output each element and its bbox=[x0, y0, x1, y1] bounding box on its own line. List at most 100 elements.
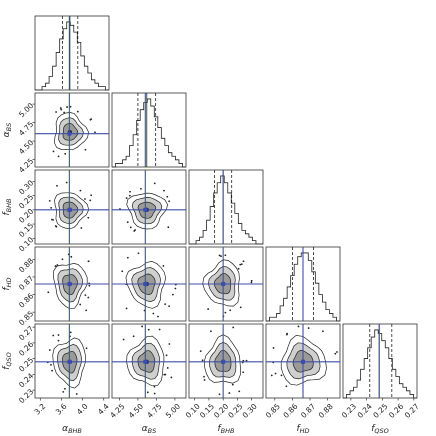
sample-point bbox=[128, 194, 131, 197]
truth-marker bbox=[221, 282, 226, 286]
sample-point bbox=[239, 306, 242, 309]
y-tick-label-fqso: 0.23 bbox=[17, 387, 35, 405]
x-tick-label-abs: 4.25 bbox=[108, 402, 126, 420]
sample-point bbox=[69, 105, 72, 108]
sample-point bbox=[87, 216, 90, 219]
sample-point bbox=[270, 374, 273, 377]
sample-point bbox=[168, 343, 171, 345]
sample-point bbox=[162, 265, 165, 267]
panel-frame-abs-fbhb bbox=[111, 169, 187, 245]
sample-point bbox=[272, 347, 275, 349]
y-tick-label-fbhb: 0.15 bbox=[17, 221, 35, 239]
sample-point bbox=[242, 371, 245, 374]
sample-point bbox=[141, 325, 143, 328]
x-tick-label-fqso: 0.25 bbox=[371, 402, 389, 420]
sample-point bbox=[297, 325, 300, 328]
x-tick-label-fqso: 0.23 bbox=[340, 402, 358, 420]
sample-point bbox=[224, 311, 227, 314]
x-tick-label-abs: 4.50 bbox=[127, 402, 145, 420]
contour-outer-abhb-abs bbox=[53, 112, 89, 151]
truth-marker bbox=[67, 359, 72, 364]
sample-point bbox=[245, 359, 248, 362]
sample-point bbox=[158, 328, 161, 331]
sample-point bbox=[64, 387, 66, 390]
x-axis-label-fhd: fHD bbox=[296, 424, 309, 435]
sample-point bbox=[70, 255, 73, 258]
y-tick-label-abs: 5.00 bbox=[17, 101, 35, 119]
sample-point bbox=[147, 328, 150, 331]
x-tick-label-fhd: 0.85 bbox=[264, 402, 282, 420]
sample-point bbox=[62, 390, 65, 393]
sample-point bbox=[84, 148, 87, 151]
x-axis-label-abs: αBS bbox=[142, 424, 157, 435]
sample-point bbox=[88, 284, 91, 287]
y-axis-label-fbhb: fBHB bbox=[2, 198, 13, 216]
sample-point bbox=[231, 383, 234, 386]
hist-frame-fqso bbox=[342, 323, 418, 399]
sample-point bbox=[65, 181, 68, 184]
sample-point bbox=[242, 359, 245, 362]
sample-point bbox=[322, 330, 324, 333]
sample-point bbox=[153, 392, 156, 395]
sample-point bbox=[201, 359, 204, 362]
sample-point bbox=[165, 354, 168, 357]
y-tick-label-abs: 4.25 bbox=[17, 156, 35, 174]
sample-point bbox=[85, 309, 88, 312]
sample-point bbox=[129, 190, 131, 193]
sample-point bbox=[167, 226, 170, 229]
sample-point bbox=[57, 339, 60, 342]
sample-point bbox=[60, 108, 63, 111]
sample-point bbox=[174, 287, 177, 290]
sample-point bbox=[56, 264, 59, 266]
sample-point bbox=[237, 267, 240, 270]
sample-point bbox=[55, 225, 58, 228]
y-tick-label-fhd: 0.85 bbox=[17, 309, 35, 327]
sample-point bbox=[274, 372, 277, 375]
truth-marker bbox=[143, 282, 148, 286]
sample-point bbox=[170, 376, 173, 379]
panel-frame-abhb-fqso bbox=[34, 323, 110, 399]
sample-point bbox=[48, 349, 51, 351]
x-tick-label-fqso: 0.24 bbox=[356, 402, 374, 420]
x-axis-label-abhb: αBHB bbox=[62, 424, 82, 435]
sample-point bbox=[168, 200, 171, 203]
sample-point bbox=[50, 363, 52, 366]
x-tick-label-fhd: 0.88 bbox=[317, 402, 335, 420]
x-tick-label-abs: 5.00 bbox=[164, 402, 182, 420]
sample-point bbox=[121, 270, 124, 273]
sample-point bbox=[242, 260, 245, 263]
sample-point bbox=[250, 281, 253, 284]
y-tick-label-fbhb: 0.30 bbox=[17, 178, 35, 196]
sample-point bbox=[250, 279, 253, 282]
sample-point bbox=[307, 327, 310, 329]
x-tick-label-fhd: 0.87 bbox=[299, 402, 317, 420]
histogram-fqso bbox=[343, 329, 417, 399]
panel-frame-abhb-fbhb bbox=[34, 169, 110, 245]
sample-point bbox=[203, 379, 206, 381]
x-axis-label-fbhb: fBHB bbox=[218, 424, 236, 435]
sample-point bbox=[240, 263, 243, 266]
sample-point bbox=[152, 312, 155, 315]
truth-marker bbox=[67, 207, 72, 212]
sample-point bbox=[132, 335, 135, 338]
sample-point bbox=[89, 199, 92, 202]
y-tick-label-abs: 4.50 bbox=[17, 138, 35, 156]
sample-point bbox=[164, 303, 167, 306]
sample-point bbox=[79, 189, 82, 192]
sample-point bbox=[125, 307, 128, 310]
sample-point bbox=[285, 385, 288, 388]
sample-point bbox=[168, 305, 171, 308]
truth-marker bbox=[67, 131, 72, 136]
y-axis-label-abs: αBS bbox=[2, 123, 13, 138]
sample-point bbox=[69, 331, 72, 334]
sample-point bbox=[61, 258, 64, 261]
y-tick-label-fhd: 0.88 bbox=[17, 256, 35, 274]
sample-point bbox=[90, 194, 93, 197]
sample-point bbox=[239, 263, 242, 266]
sample-point bbox=[286, 332, 288, 335]
sample-point bbox=[125, 197, 128, 199]
sample-point bbox=[89, 118, 92, 121]
sample-point bbox=[207, 308, 210, 310]
sample-point bbox=[47, 291, 50, 294]
